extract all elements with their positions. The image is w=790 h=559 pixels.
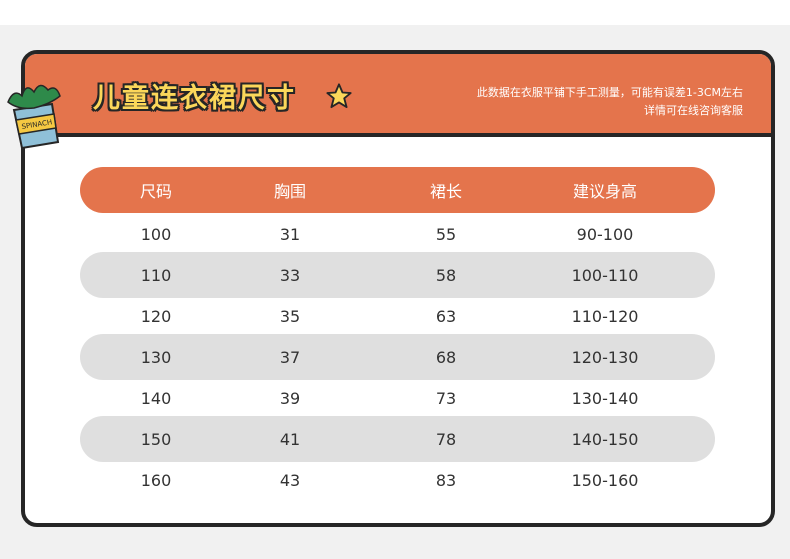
table-row-cell: 120 bbox=[140, 306, 172, 326]
table-header: 尺码 胸围 裙长 建议身高 bbox=[80, 167, 715, 213]
table-row-cell: 58 bbox=[435, 265, 457, 285]
table-row-cell: 150-160 bbox=[571, 470, 639, 490]
table-row-cell: 68 bbox=[435, 347, 457, 367]
note-line-1: 此数据在衣服平铺下手工测量，可能有误差1-3CM左右 bbox=[476, 86, 743, 99]
table-row-cell: 43 bbox=[279, 470, 301, 490]
star-icon bbox=[326, 83, 352, 109]
table-header-cell: 胸围 bbox=[273, 182, 307, 201]
table-row-cell: 140-150 bbox=[571, 429, 639, 449]
table-row: 160 43 83 150-160 bbox=[80, 457, 715, 503]
table-row-cell: 120-130 bbox=[571, 347, 639, 367]
spinach-can-logo: SPINACH bbox=[7, 84, 61, 150]
table-row: 150 41 78 140-150 bbox=[80, 416, 715, 462]
table-row-cell: 63 bbox=[435, 306, 457, 326]
table-header-cell: 裙长 bbox=[429, 182, 463, 201]
table-row-cell: 41 bbox=[279, 429, 301, 449]
table-row-cell: 55 bbox=[435, 224, 457, 244]
note-line-2: 详情可在线咨询客服 bbox=[644, 104, 743, 117]
table-row-cell: 35 bbox=[279, 306, 301, 326]
table-row-cell: 31 bbox=[279, 224, 301, 244]
table-row-cell: 90-100 bbox=[576, 224, 634, 244]
table-row-cell: 73 bbox=[435, 388, 457, 408]
table-row-cell: 130 bbox=[140, 347, 172, 367]
table-row-cell: 78 bbox=[435, 429, 457, 449]
chart-title: 儿童连衣裙尺寸 bbox=[93, 83, 296, 114]
table-row-cell: 37 bbox=[279, 347, 301, 367]
table-row: 140 39 73 130-140 bbox=[80, 375, 715, 421]
table-row-cell: 140 bbox=[140, 388, 172, 408]
table-row-cell: 150 bbox=[140, 429, 172, 449]
table-row-cell: 110-120 bbox=[571, 306, 639, 326]
table-row-cell: 33 bbox=[279, 265, 301, 285]
table-row-cell: 130-140 bbox=[571, 388, 639, 408]
table-header-cell: 尺码 bbox=[139, 182, 173, 201]
card-header: 儿童连衣裙尺寸 此数据在衣服平铺下手工测量，可能有误差1-3CM左右 详情可在线… bbox=[25, 54, 771, 137]
table-row-cell: 100 bbox=[140, 224, 172, 244]
table-row-cell: 110 bbox=[140, 265, 172, 285]
table-header-cell: 建议身高 bbox=[572, 182, 638, 201]
table-row-cell: 39 bbox=[279, 388, 301, 408]
table-row: 100 31 55 90-100 bbox=[80, 211, 715, 257]
table-row-cell: 160 bbox=[140, 470, 172, 490]
table-row: 130 37 68 120-130 bbox=[80, 334, 715, 380]
table-row-cell: 83 bbox=[435, 470, 457, 490]
table-row: 120 35 63 110-120 bbox=[80, 293, 715, 339]
measurement-note: 此数据在衣服平铺下手工测量，可能有误差1-3CM左右 详情可在线咨询客服 bbox=[477, 84, 743, 120]
table-row-cell: 100-110 bbox=[571, 265, 639, 285]
table-row: 110 33 58 100-110 bbox=[80, 252, 715, 298]
